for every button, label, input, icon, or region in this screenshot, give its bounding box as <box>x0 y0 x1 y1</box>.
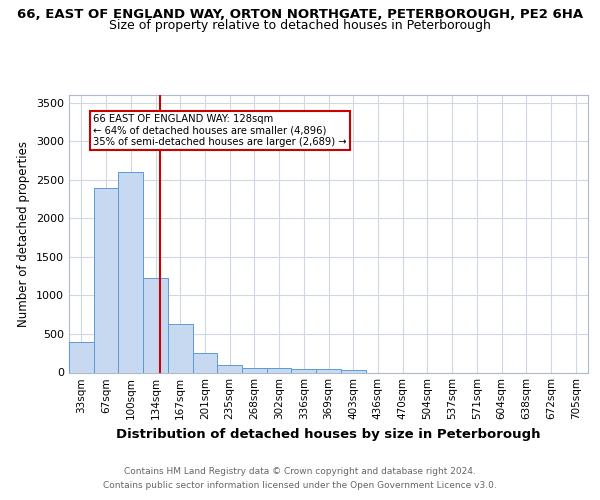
Bar <box>193 353 217 372</box>
Y-axis label: Number of detached properties: Number of detached properties <box>17 141 31 327</box>
Text: Contains public sector information licensed under the Open Government Licence v3: Contains public sector information licen… <box>103 481 497 490</box>
Bar <box>242 368 267 372</box>
Bar <box>69 342 94 372</box>
Bar <box>118 172 143 372</box>
Bar <box>341 370 365 372</box>
Bar <box>168 324 193 372</box>
Bar <box>94 188 118 372</box>
Bar <box>292 368 316 372</box>
Text: 66, EAST OF ENGLAND WAY, ORTON NORTHGATE, PETERBOROUGH, PE2 6HA: 66, EAST OF ENGLAND WAY, ORTON NORTHGATE… <box>17 8 583 20</box>
Bar <box>267 368 292 372</box>
Bar <box>217 365 242 372</box>
Bar <box>316 370 341 372</box>
Text: Contains HM Land Registry data © Crown copyright and database right 2024.: Contains HM Land Registry data © Crown c… <box>124 467 476 476</box>
Text: Size of property relative to detached houses in Peterborough: Size of property relative to detached ho… <box>109 19 491 32</box>
Bar <box>143 278 168 372</box>
X-axis label: Distribution of detached houses by size in Peterborough: Distribution of detached houses by size … <box>116 428 541 441</box>
Text: 66 EAST OF ENGLAND WAY: 128sqm
← 64% of detached houses are smaller (4,896)
35% : 66 EAST OF ENGLAND WAY: 128sqm ← 64% of … <box>93 114 347 148</box>
